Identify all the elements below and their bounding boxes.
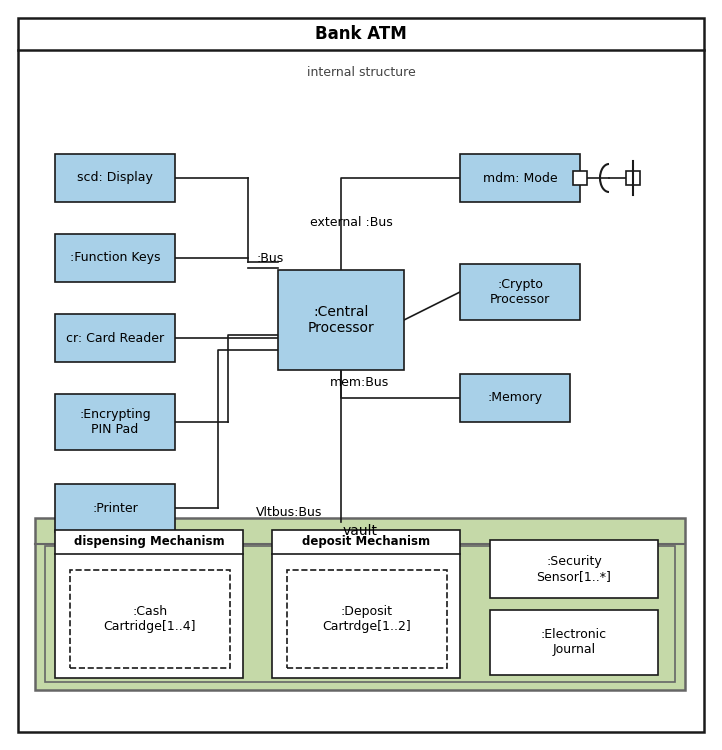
Text: internal structure: internal structure (307, 65, 415, 79)
Text: Vltbus:Bus: Vltbus:Bus (256, 506, 323, 518)
Text: :Cash
Cartridge[1..4]: :Cash Cartridge[1..4] (104, 605, 196, 633)
FancyBboxPatch shape (460, 154, 580, 202)
Text: :Printer: :Printer (92, 502, 138, 515)
FancyBboxPatch shape (55, 484, 175, 532)
FancyBboxPatch shape (45, 546, 675, 682)
Text: :Encrypting
PIN Pad: :Encrypting PIN Pad (79, 408, 151, 436)
FancyBboxPatch shape (626, 171, 640, 185)
FancyBboxPatch shape (55, 154, 175, 202)
Text: :Function Keys: :Function Keys (70, 251, 160, 265)
Text: :Central
Processor: :Central Processor (308, 305, 375, 335)
Text: :Crypto
Processor: :Crypto Processor (490, 278, 550, 306)
FancyBboxPatch shape (18, 18, 704, 732)
Text: external :Bus: external :Bus (310, 215, 393, 229)
Text: dispensing Mechanism: dispensing Mechanism (74, 536, 225, 548)
FancyBboxPatch shape (287, 570, 447, 668)
FancyBboxPatch shape (35, 518, 685, 690)
Text: Bank ATM: Bank ATM (315, 25, 407, 43)
Text: :Memory: :Memory (487, 392, 542, 404)
FancyBboxPatch shape (55, 530, 243, 678)
FancyBboxPatch shape (490, 540, 658, 598)
FancyBboxPatch shape (460, 264, 580, 320)
Text: :Electronic
Journal: :Electronic Journal (541, 628, 607, 656)
FancyBboxPatch shape (70, 570, 230, 668)
Text: mem:Bus: mem:Bus (330, 376, 389, 388)
Text: mdm: Mode: mdm: Mode (483, 172, 557, 184)
FancyBboxPatch shape (460, 374, 570, 422)
Text: :Security
Sensor[1..*]: :Security Sensor[1..*] (536, 555, 612, 583)
FancyBboxPatch shape (490, 610, 658, 675)
FancyBboxPatch shape (55, 314, 175, 362)
FancyBboxPatch shape (573, 171, 587, 185)
Text: vault: vault (342, 524, 378, 538)
Text: deposit Mechanism: deposit Mechanism (302, 536, 430, 548)
Text: scd: Display: scd: Display (77, 172, 153, 184)
FancyBboxPatch shape (272, 530, 460, 678)
Text: :Bus: :Bus (256, 251, 283, 265)
Text: :Deposit
Cartrdge[1..2]: :Deposit Cartrdge[1..2] (323, 605, 412, 633)
FancyBboxPatch shape (278, 270, 404, 370)
FancyBboxPatch shape (55, 234, 175, 282)
FancyBboxPatch shape (55, 394, 175, 450)
Text: cr: Card Reader: cr: Card Reader (66, 332, 164, 344)
